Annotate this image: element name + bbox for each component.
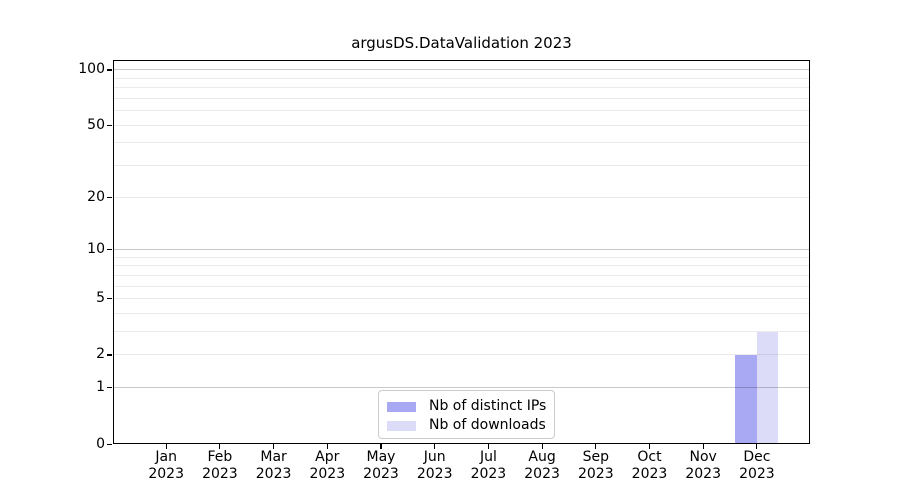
legend-label-downloads: Nb of downloads bbox=[429, 417, 546, 433]
x-tick-mark bbox=[756, 444, 758, 449]
y-tick-mark bbox=[107, 443, 112, 445]
x-tick-label: Dec 2023 bbox=[739, 449, 775, 482]
x-tick-mark bbox=[273, 444, 275, 449]
gridline-minor bbox=[114, 298, 809, 300]
y-tick-mark bbox=[107, 354, 112, 356]
x-tick-mark bbox=[702, 444, 704, 449]
gridline-minor bbox=[114, 274, 809, 276]
y-tick-mark bbox=[107, 69, 112, 71]
x-tick-label: Jan 2023 bbox=[148, 449, 184, 482]
gridline-minor bbox=[114, 313, 809, 314]
bar-dec-distinct-ips bbox=[735, 354, 757, 444]
x-tick-label: Nov 2023 bbox=[685, 449, 721, 482]
x-tick-label: Oct 2023 bbox=[631, 449, 668, 482]
x-tick-label: Apr 2023 bbox=[309, 449, 346, 482]
x-tick-mark bbox=[326, 444, 328, 449]
gridline-minor bbox=[114, 97, 809, 99]
x-tick-label: Feb 2023 bbox=[202, 449, 238, 482]
x-tick-label: May 2023 bbox=[363, 449, 399, 482]
gridline-minor bbox=[114, 256, 809, 258]
gridline-major bbox=[114, 387, 809, 389]
x-tick-label: Aug 2023 bbox=[524, 449, 560, 482]
y-tick-label: 1 bbox=[96, 379, 105, 396]
legend: Nb of distinct IPs Nb of downloads bbox=[378, 390, 555, 439]
gridline-minor bbox=[114, 331, 809, 333]
y-tick-label: 100 bbox=[78, 61, 105, 78]
y-tick-label: 2 bbox=[96, 346, 105, 363]
gridline-minor bbox=[114, 285, 809, 287]
gridline-minor bbox=[114, 196, 809, 198]
x-tick-label: Jun 2023 bbox=[416, 449, 453, 482]
y-tick-label: 0 bbox=[96, 435, 105, 452]
gridline-minor bbox=[114, 165, 809, 167]
x-tick-mark bbox=[165, 444, 167, 449]
x-tick-label: Jul 2023 bbox=[470, 449, 507, 482]
legend-entry-downloads: Nb of downloads bbox=[387, 416, 554, 435]
gridline-minor bbox=[114, 142, 809, 144]
y-tick-mark bbox=[107, 387, 112, 389]
gridline-major bbox=[114, 69, 809, 71]
x-tick-label: Mar 2023 bbox=[255, 449, 292, 482]
y-tick-mark bbox=[107, 298, 112, 300]
gridline-minor bbox=[114, 77, 809, 79]
y-tick-label: 10 bbox=[87, 241, 105, 258]
chart-title: argusDS.DataValidation 2023 bbox=[351, 34, 572, 52]
legend-swatch-downloads bbox=[387, 420, 416, 431]
y-tick-mark bbox=[107, 249, 112, 251]
x-tick-label: Sep 2023 bbox=[577, 449, 614, 482]
gridline-minor bbox=[114, 110, 809, 112]
bar-dec-downloads bbox=[756, 331, 779, 444]
y-tick-mark bbox=[107, 196, 112, 198]
x-tick-mark bbox=[219, 444, 221, 449]
gridline-minor bbox=[114, 354, 809, 356]
y-tick-label: 5 bbox=[96, 290, 105, 307]
x-tick-mark bbox=[487, 444, 489, 449]
y-tick-mark bbox=[107, 124, 112, 126]
legend-swatch-distinct-ips bbox=[387, 401, 416, 412]
x-tick-mark bbox=[434, 444, 436, 449]
legend-entry-distinct-ips: Nb of distinct IPs bbox=[387, 397, 554, 416]
x-tick-mark bbox=[541, 444, 543, 449]
gridline-major bbox=[114, 249, 809, 251]
plot-area-frame bbox=[113, 60, 810, 444]
y-tick-label: 50 bbox=[87, 116, 105, 133]
x-tick-mark bbox=[595, 444, 597, 449]
gridline-minor bbox=[114, 265, 809, 267]
x-tick-mark bbox=[648, 444, 651, 449]
y-tick-label: 20 bbox=[87, 188, 105, 205]
x-tick-mark bbox=[380, 444, 382, 449]
gridline-minor bbox=[114, 87, 809, 89]
legend-label-distinct-ips: Nb of distinct IPs bbox=[429, 398, 547, 414]
gridline-minor bbox=[114, 124, 809, 126]
